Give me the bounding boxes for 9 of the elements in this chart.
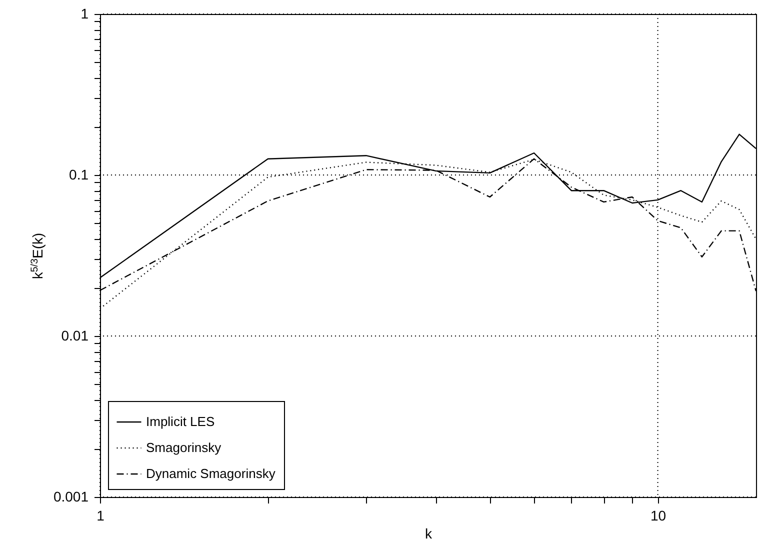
legend-label: Dynamic Smagorinsky bbox=[146, 466, 276, 481]
x-tick-label: 10 bbox=[650, 508, 666, 524]
x-axis-title: k bbox=[425, 526, 433, 542]
y-tick-label: 0.001 bbox=[53, 488, 89, 504]
y-tick-label: 0.01 bbox=[61, 328, 89, 344]
y-tick-label: 0.1 bbox=[69, 166, 89, 182]
y-tick-label: 1 bbox=[80, 6, 89, 22]
legend-label: Smagorinsky bbox=[146, 440, 222, 455]
legend-label: Implicit LES bbox=[146, 414, 215, 429]
